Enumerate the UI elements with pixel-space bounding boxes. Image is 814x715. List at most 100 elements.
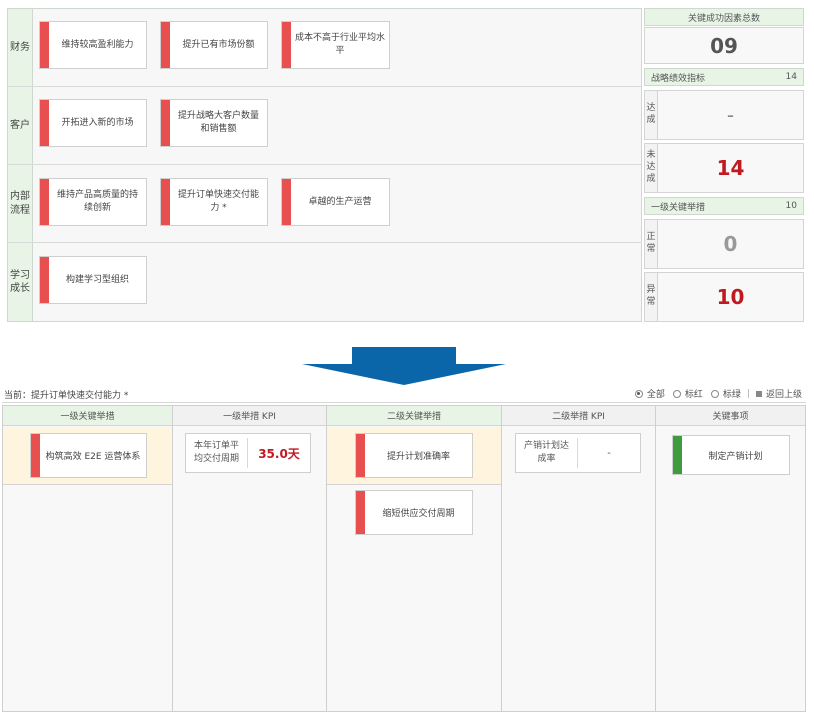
row-internal-process: 内部流程 维持产品高质量的持续创新 提升订单快速交付能力 * 卓越的生产运营 bbox=[8, 165, 641, 243]
factor-label: 卓越的生产运营 bbox=[308, 196, 372, 207]
kpi-header-count: 14 bbox=[785, 72, 797, 82]
factor-label: 提升战略大客户数量和销售额 bbox=[177, 111, 259, 134]
factor-card[interactable]: 成本不高于行业平均水平 bbox=[281, 21, 390, 69]
factor-label: 提升订单快速交付能力 * bbox=[177, 190, 259, 213]
drill-down-arrow-icon bbox=[302, 347, 506, 385]
detail-columns: 一级关键举措 构筑高效 E2E 运营体系 一级举措 KPI 本年订单平均交付周期… bbox=[2, 405, 806, 712]
measures-abnormal-label: 异常 bbox=[645, 273, 658, 321]
total-factors-value: 09 bbox=[710, 33, 738, 58]
level2-kpi-value: - bbox=[607, 447, 611, 459]
key-item-label: 制定产销计划 bbox=[708, 451, 763, 462]
column-header: 二级举措 KPI bbox=[502, 406, 655, 426]
factor-label: 成本不高于行业平均水平 bbox=[295, 33, 386, 56]
measures-normal-box[interactable]: 正常 0 bbox=[644, 219, 804, 269]
factor-card-selected[interactable]: 提升订单快速交付能力 * bbox=[160, 178, 268, 226]
filter-red-label[interactable]: 标红 bbox=[684, 390, 703, 400]
factor-label: 构建学习型组织 bbox=[65, 274, 129, 285]
column-level2-kpi: 二级举措 KPI 产销计划达成率 - bbox=[502, 406, 656, 711]
level1-kpi-value: 35.0天 bbox=[258, 446, 300, 461]
breadcrumb: 当前：提升订单快速交付能力 * bbox=[4, 391, 129, 401]
filter-green-label[interactable]: 标绿 bbox=[722, 390, 741, 400]
kpi-achieved-box[interactable]: 达成 - bbox=[644, 90, 804, 140]
column-level1-measures: 一级关键举措 构筑高效 E2E 运营体系 bbox=[3, 406, 173, 711]
factor-card[interactable]: 卓越的生产运营 bbox=[281, 178, 390, 226]
status-bar bbox=[40, 22, 49, 68]
total-factors-label: 关键成功因素总数 bbox=[687, 13, 760, 24]
filter-all-label[interactable]: 全部 bbox=[646, 390, 665, 400]
status-bar bbox=[356, 434, 365, 477]
kpi-header-label: 战略绩效指标 bbox=[651, 73, 706, 84]
factor-card[interactable]: 维持较高盈利能力 bbox=[39, 21, 147, 69]
column-header: 关键事项 bbox=[656, 406, 805, 426]
factor-card[interactable]: 构建学习型组织 bbox=[39, 256, 147, 304]
radio-green[interactable] bbox=[710, 389, 719, 398]
key-item-cell: 制定产销计划 bbox=[656, 427, 805, 485]
measures-abnormal-value: 10 bbox=[716, 285, 745, 309]
status-bar bbox=[161, 22, 170, 68]
column-level1-kpi: 一级举措 KPI 本年订单平均交付周期 35.0天 bbox=[173, 406, 327, 711]
status-bar bbox=[356, 491, 365, 534]
level1-measure-label: 构筑高效 E2E 运营体系 bbox=[45, 452, 141, 462]
row-label-internal-process: 内部流程 bbox=[8, 165, 33, 242]
kpi-not-achieved-label: 未达成 bbox=[645, 144, 658, 192]
kpi-not-achieved-box[interactable]: 未达成 14 bbox=[644, 143, 804, 193]
total-factors-box: 09 bbox=[644, 27, 804, 64]
status-bar bbox=[673, 436, 682, 474]
row-label-customer: 客户 bbox=[8, 87, 33, 164]
measures-header: 一级关键举措 10 bbox=[644, 197, 804, 215]
column-header: 二级关键举措 bbox=[327, 406, 501, 426]
level2-kpi-card[interactable]: 产销计划达成率 - bbox=[515, 433, 641, 473]
level2-measure-card[interactable]: 缩短供应交付周期 bbox=[355, 490, 473, 535]
back-button[interactable]: 返回上级 bbox=[765, 390, 802, 400]
factor-card[interactable]: 提升已有市场份额 bbox=[160, 21, 268, 69]
factor-label: 提升已有市场份额 bbox=[182, 39, 255, 50]
status-bar bbox=[40, 257, 49, 303]
separator: | bbox=[746, 388, 750, 399]
total-factors-header: 关键成功因素总数 bbox=[644, 8, 804, 26]
row-label-learning-growth: 学习成长 bbox=[8, 243, 33, 321]
status-bar bbox=[40, 179, 49, 225]
radio-all[interactable] bbox=[634, 389, 643, 398]
kpi-header: 战略绩效指标 14 bbox=[644, 68, 804, 86]
divider bbox=[2, 402, 806, 403]
level1-kpi-card[interactable]: 本年订单平均交付周期 35.0天 bbox=[185, 433, 311, 473]
back-icon[interactable] bbox=[755, 390, 762, 397]
factor-label: 维持较高盈利能力 bbox=[61, 39, 134, 50]
filter-bar: 全部 标红 标绿 | 返回上级 bbox=[634, 387, 802, 400]
factor-label: 维持产品高质量的持续创新 bbox=[56, 190, 138, 213]
strategy-map: 财务 维持较高盈利能力 提升已有市场份额 成本不高于行业平均水平 客户 开拓进入… bbox=[7, 8, 642, 322]
row-label-finance: 财务 bbox=[8, 9, 33, 86]
level2-measure-cell: 缩短供应交付周期 bbox=[327, 485, 501, 543]
row-customer: 客户 开拓进入新的市场 提升战略大客户数量和销售额 bbox=[8, 87, 641, 165]
kpi-not-achieved-value: 14 bbox=[716, 156, 745, 180]
level1-measure-card[interactable]: 构筑高效 E2E 运营体系 bbox=[30, 433, 147, 478]
key-item-card[interactable]: 制定产销计划 bbox=[672, 435, 790, 475]
column-level2-measures: 二级关键举措 提升计划准确率 缩短供应交付周期 bbox=[327, 406, 502, 711]
factor-label: 开拓进入新的市场 bbox=[61, 117, 134, 128]
status-bar bbox=[161, 179, 170, 225]
level2-measure-label: 提升计划准确率 bbox=[386, 452, 450, 462]
radio-red[interactable] bbox=[672, 389, 681, 398]
level2-measure-card[interactable]: 提升计划准确率 bbox=[355, 433, 473, 478]
status-bar bbox=[161, 100, 170, 146]
row-learning-growth: 学习成长 构建学习型组织 bbox=[8, 243, 641, 321]
measures-header-count: 10 bbox=[785, 201, 797, 211]
status-bar bbox=[282, 179, 291, 225]
level1-kpi-name: 本年订单平均交付周期 bbox=[186, 438, 248, 468]
status-bar bbox=[40, 100, 49, 146]
factor-card[interactable]: 开拓进入新的市场 bbox=[39, 99, 147, 147]
column-header: 一级关键举措 bbox=[3, 406, 172, 426]
factor-card[interactable]: 提升战略大客户数量和销售额 bbox=[160, 99, 268, 147]
factor-card[interactable]: 维持产品高质量的持续创新 bbox=[39, 178, 147, 226]
kpi-achieved-label: 达成 bbox=[645, 91, 658, 139]
measures-normal-label: 正常 bbox=[645, 220, 658, 268]
level2-kpi-name: 产销计划达成率 bbox=[516, 438, 578, 468]
measures-normal-value: 0 bbox=[723, 232, 738, 256]
level1-kpi-cell: 本年订单平均交付周期 35.0天 bbox=[173, 427, 326, 485]
level2-measure-cell: 提升计划准确率 bbox=[327, 427, 501, 485]
status-bar bbox=[282, 22, 291, 68]
row-finance: 财务 维持较高盈利能力 提升已有市场份额 成本不高于行业平均水平 bbox=[8, 9, 641, 87]
level2-measure-label: 缩短供应交付周期 bbox=[382, 509, 455, 519]
measures-abnormal-box[interactable]: 异常 10 bbox=[644, 272, 804, 322]
column-header: 一级举措 KPI bbox=[173, 406, 326, 426]
